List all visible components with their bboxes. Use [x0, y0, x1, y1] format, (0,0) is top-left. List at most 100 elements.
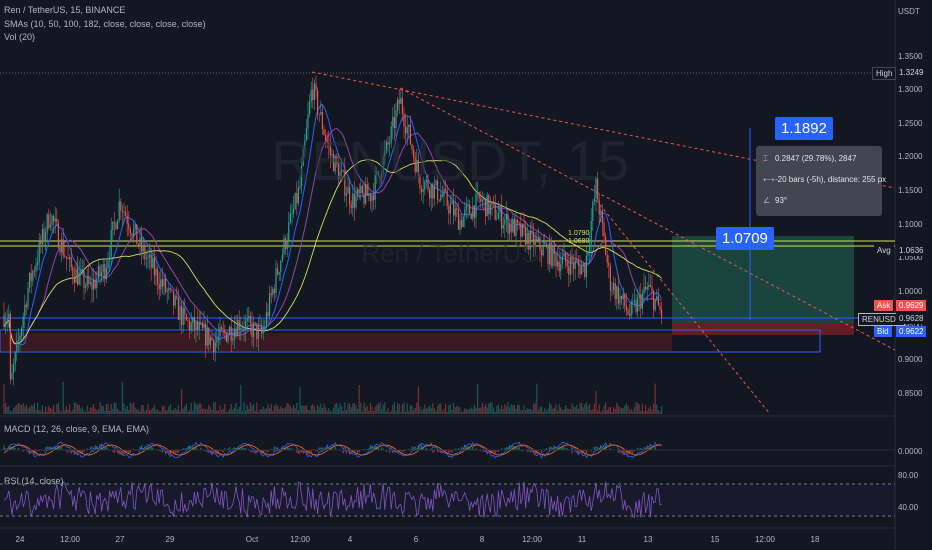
sma-legend[interactable]: SMAs (10, 50, 100, 182, close, close, cl…: [4, 19, 206, 29]
candle-body: [379, 175, 381, 180]
macd-histogram-bar: [563, 446, 565, 450]
macd-histogram-bar: [630, 450, 632, 453]
macd-histogram-bar: [603, 446, 605, 450]
volume-bar: [429, 405, 431, 414]
candle-body: [363, 192, 365, 204]
candle-body: [137, 244, 139, 246]
volume-bar: [616, 402, 618, 414]
candle-body: [513, 218, 515, 236]
macd-histogram-bar: [83, 450, 85, 452]
candle-body: [117, 220, 119, 230]
candle-body: [153, 257, 155, 276]
target-price-label[interactable]: 1.1892: [775, 117, 833, 140]
volume-bar: [545, 410, 547, 414]
volume-bar: [197, 405, 199, 414]
volume-bar: [624, 405, 626, 414]
candle-body: [649, 285, 651, 287]
volume-bar: [505, 406, 507, 414]
macd-histogram-bar: [537, 450, 539, 452]
volume-bar: [489, 402, 491, 414]
candle-body: [398, 99, 400, 104]
candle-body: [603, 222, 605, 237]
candle-body: [334, 156, 336, 172]
candle-body: [195, 321, 197, 331]
volume-bar: [441, 410, 443, 414]
candle-body: [80, 269, 82, 273]
candle-body: [483, 198, 485, 201]
volume-bar: [259, 409, 261, 414]
vol-legend[interactable]: Vol (20): [4, 32, 36, 42]
volume-bar: [278, 409, 280, 414]
volume-bar: [549, 402, 551, 414]
price-tick-label: 1.0000: [898, 287, 923, 296]
candle-body: [661, 309, 663, 318]
candle-body: [592, 202, 594, 222]
volume-bars: [3, 382, 663, 414]
candle-body: [133, 228, 135, 237]
macd-histogram-bar: [107, 448, 109, 450]
volume-bar: [438, 403, 440, 414]
candle-body: [267, 312, 269, 317]
candle-body: [441, 194, 443, 197]
chart-title[interactable]: Ren / TetherUS, 15, BINANCE: [4, 5, 126, 15]
candle-body: [328, 142, 330, 146]
macd-histogram-bar: [379, 448, 381, 450]
range-box[interactable]: [0, 329, 821, 353]
candle-body: [8, 313, 10, 319]
volume-bar: [494, 411, 496, 414]
macd-legend[interactable]: MACD (12, 26, close, 9, EMA, EMA): [4, 424, 150, 434]
macd-histogram-bar: [61, 446, 63, 450]
macd-histogram-bar: [254, 450, 256, 454]
macd-histogram-bar: [168, 450, 170, 455]
rsi-legend[interactable]: RSI (14, close): [4, 476, 64, 486]
volume-bar: [590, 409, 592, 414]
macd-histogram-bar: [318, 447, 320, 450]
macd-histogram-bar: [163, 450, 165, 452]
bars-range-icon: ⟷: [763, 175, 775, 184]
trend-line[interactable]: [595, 199, 771, 415]
volume-bar: [6, 407, 8, 414]
candle-body: [216, 340, 218, 343]
volume-bar: [485, 403, 487, 414]
candle-body: [70, 257, 72, 268]
volume-bar: [584, 403, 586, 414]
volume-bar: [115, 403, 117, 414]
volume-bar: [419, 406, 421, 414]
volume-bar: [382, 404, 384, 414]
macd-histogram-bar: [99, 445, 101, 450]
candle-body: [437, 180, 439, 200]
volume-bar: [200, 403, 202, 414]
candle-body: [539, 237, 541, 251]
macd-histogram-bar: [121, 450, 123, 456]
candle-body: [166, 290, 168, 292]
macd-histogram-bar: [403, 450, 405, 452]
volume-bar: [553, 407, 555, 414]
candle-body: [456, 208, 458, 210]
macd-histogram-bar: [389, 450, 391, 454]
macd-histogram-bar: [206, 450, 208, 453]
candle-body: [464, 209, 466, 217]
candle-body: [309, 101, 311, 115]
macd-histogram-bar: [189, 445, 191, 450]
candle-body: [629, 314, 631, 316]
candle-body: [643, 286, 645, 294]
macd-histogram-bar: [264, 450, 266, 452]
macd-histogram-bar: [81, 450, 83, 454]
candlesticks[interactable]: [3, 75, 663, 386]
volume-bar: [534, 402, 536, 414]
profit-zone[interactable]: [672, 236, 854, 323]
candle-body: [224, 329, 226, 333]
volume-bar: [283, 408, 285, 414]
candle-body: [147, 257, 149, 259]
loss-zone[interactable]: [672, 323, 854, 335]
entry-price-label[interactable]: 1.0709: [716, 227, 774, 250]
macd-histogram-bar: [224, 448, 226, 450]
candle-body: [73, 277, 75, 283]
volume-bar: [80, 408, 82, 414]
macd-histogram-bar: [43, 450, 45, 452]
volume-bar: [582, 407, 584, 414]
macd-histogram-bar: [430, 448, 432, 450]
candle-body: [617, 286, 619, 304]
volume-bar: [400, 411, 402, 414]
